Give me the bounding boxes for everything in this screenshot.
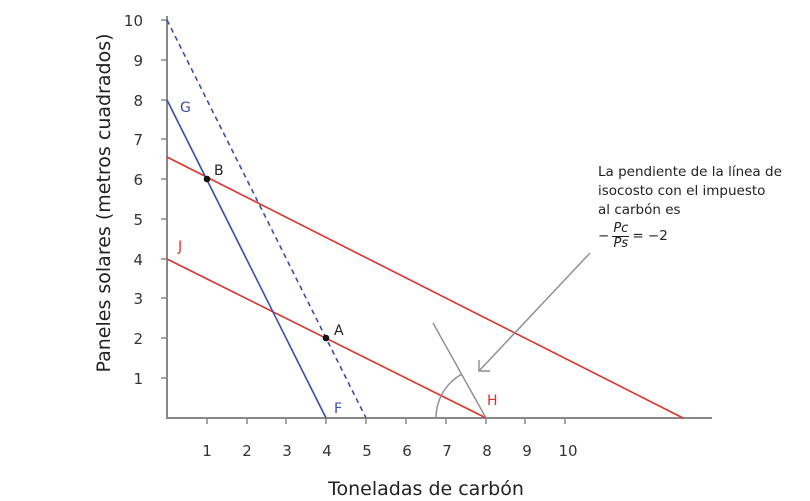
svg-text:5: 5 <box>362 442 372 460</box>
svg-text:5: 5 <box>133 211 143 229</box>
x-tick-labels: 1 2 3 4 5 6 7 8 9 10 <box>202 442 577 460</box>
y-tick-labels: 1 2 3 4 5 6 7 8 9 10 <box>124 12 143 388</box>
dashed-blue-line <box>166 19 367 419</box>
svg-text:8: 8 <box>133 92 143 110</box>
svg-text:7: 7 <box>133 131 143 149</box>
label-f: F <box>334 401 342 417</box>
equals-value: = −2 <box>632 228 668 244</box>
label-g: G <box>180 100 191 116</box>
slope-indicator-line <box>432 322 487 419</box>
arrowhead-icon <box>478 360 490 372</box>
svg-text:8: 8 <box>482 442 492 460</box>
minus-sign: − <box>598 228 610 244</box>
point-b <box>203 175 211 183</box>
annotation-line-2: isocosto con el impuesto <box>598 183 766 199</box>
svg-text:6: 6 <box>402 442 412 460</box>
svg-text:3: 3 <box>282 442 292 460</box>
slope-annotation: La pendiente de la línea de isocosto con… <box>598 163 808 251</box>
price-ratio-fraction: Pc Ps <box>612 221 630 251</box>
svg-text:9: 9 <box>133 52 143 70</box>
svg-text:3: 3 <box>133 290 143 308</box>
slope-formula: − Pc Ps = −2 <box>598 222 808 251</box>
label-b: B <box>214 163 224 179</box>
svg-text:4: 4 <box>133 251 143 269</box>
annotation-line-1: La pendiente de la línea de <box>598 164 782 180</box>
label-h: H <box>487 393 498 409</box>
svg-text:2: 2 <box>242 442 252 460</box>
label-j: J <box>177 239 182 255</box>
svg-text:1: 1 <box>133 370 143 388</box>
svg-text:7: 7 <box>442 442 452 460</box>
x-axis-title: Toneladas de carbón <box>327 478 524 500</box>
y-ticks <box>161 19 167 379</box>
annotation-line-3: al carbón es <box>598 202 681 218</box>
fraction-numerator: Pc <box>612 221 630 237</box>
annotation-arrow <box>478 252 591 372</box>
label-a: A <box>334 323 344 339</box>
svg-text:10: 10 <box>124 12 143 30</box>
svg-text:10: 10 <box>558 442 577 460</box>
upper-isocost-line <box>166 156 684 419</box>
fraction-denominator: Ps <box>613 236 629 251</box>
svg-text:2: 2 <box>133 330 143 348</box>
svg-text:1: 1 <box>202 442 212 460</box>
isoquant-line-gf <box>166 99 327 419</box>
point-a <box>322 334 330 342</box>
y-axis-title: Paneles solares (metros cuadrados) <box>93 33 115 372</box>
angle-arc <box>435 373 463 419</box>
svg-text:4: 4 <box>322 442 332 460</box>
svg-text:9: 9 <box>522 442 532 460</box>
svg-text:6: 6 <box>133 171 143 189</box>
x-ticks <box>206 418 566 424</box>
